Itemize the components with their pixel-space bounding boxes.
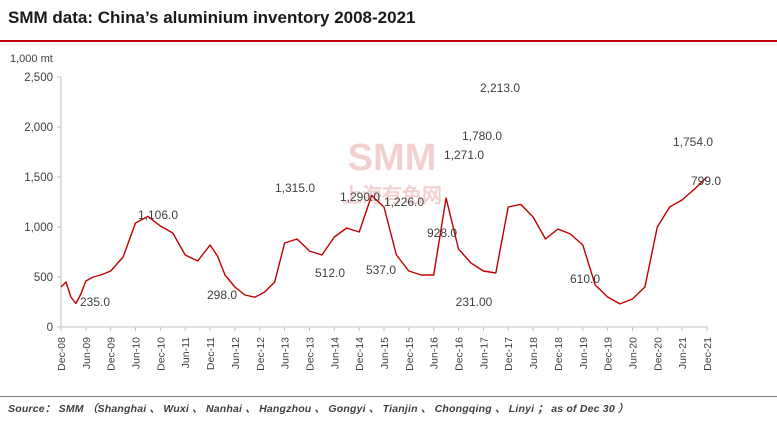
x-tick-label: Dec-17	[503, 337, 515, 371]
data-label: 928.0	[427, 226, 457, 240]
y-tick-label: 2,000	[24, 122, 53, 134]
data-label: 2,213.0	[480, 81, 520, 95]
data-label: 298.0	[207, 288, 237, 302]
x-tick-label: Dec-16	[454, 337, 466, 371]
x-tick-label: Dec-08	[56, 337, 68, 371]
data-label: 610.0	[570, 272, 600, 286]
y-tick-label: 500	[34, 272, 53, 284]
data-label: 799.0	[691, 174, 721, 188]
data-label: 1,290.0	[340, 190, 380, 204]
x-tick-label: Jun-16	[429, 337, 441, 369]
x-axis: Dec-08 Jun-09 Dec-09 Jun-10 Dec-10 Jun-11 Dec-…	[56, 326, 714, 371]
inventory-line	[60, 176, 708, 305]
data-label: 231.00	[456, 295, 493, 309]
watermark-cn: 上海有色网	[342, 183, 442, 207]
series-layer	[60, 176, 708, 305]
x-tick-label: Dec-15	[404, 337, 416, 371]
data-labels: 235.0 1,106.0 298.0 1,315.0 512.0 1,290.0 537.…	[80, 81, 721, 309]
x-tick-label: Jun-17	[478, 337, 490, 369]
chart: SMM 上海有色网 1,000 mt 0 500 1,000 1,500 2,000 2,…	[10, 53, 721, 371]
data-label: 1,315.0	[275, 181, 315, 195]
x-tick-label: Dec-19	[603, 337, 615, 371]
x-tick-label: Dec-12	[255, 337, 267, 371]
data-label: 1,271.0	[444, 148, 484, 162]
x-tick-label: Jun-18	[528, 337, 540, 369]
x-tick-label: Jun-20	[627, 337, 639, 369]
source-note: Source： SMM （Shanghai 、 Wuxi 、 Nanhai 、 …	[8, 403, 629, 415]
x-tick-label: Dec-09	[106, 337, 118, 371]
y-tick-label: 1,000	[24, 222, 53, 234]
data-label: 512.0	[315, 266, 345, 280]
x-tick-label: Jun-14	[329, 337, 341, 369]
x-tick-label: Dec-13	[304, 337, 316, 371]
x-tick-label: Jun-11	[180, 337, 192, 368]
x-tick-label: Dec-14	[354, 337, 366, 371]
chart-title: SMM data: China’s aluminium inventory 20…	[8, 8, 416, 27]
watermark: SMM 上海有色网	[342, 137, 442, 207]
x-tick-label: Jun-15	[379, 337, 391, 369]
y-tick-label: 0	[47, 322, 53, 334]
data-label: 235.0	[80, 295, 110, 309]
x-tick-label: Jun-12	[230, 337, 242, 369]
x-tick-label: Jun-09	[81, 337, 93, 369]
x-tick-label: Jun-10	[131, 337, 143, 369]
y-tick-label: 1,500	[24, 172, 53, 184]
data-label: 537.0	[366, 263, 396, 277]
x-tick-label: Dec-10	[155, 337, 167, 371]
x-tick-label: Jun-13	[280, 337, 292, 369]
y-axis: 0 500 1,000 1,500 2,000 2,500	[24, 72, 62, 334]
x-tick-label: Dec-18	[553, 337, 565, 371]
watermark-logo: SMM	[348, 137, 437, 179]
x-tick-label: Jun-19	[578, 337, 590, 369]
y-tick-label: 2,500	[24, 72, 53, 84]
data-label: 1,226.0	[384, 195, 424, 209]
y-axis-unit-label: 1,000 mt	[10, 53, 53, 65]
data-label: 1,780.0	[462, 129, 502, 143]
x-tick-label: Jun-21	[677, 337, 689, 369]
x-tick-label: Dec-20	[652, 337, 664, 371]
data-label: 1,106.0	[138, 208, 178, 222]
title-rule	[0, 40, 777, 42]
data-label: 1,754.0	[673, 135, 713, 149]
x-tick-label: Dec-11	[205, 337, 217, 370]
source-rule	[0, 396, 777, 397]
x-tick-label: Dec-21	[702, 337, 714, 371]
